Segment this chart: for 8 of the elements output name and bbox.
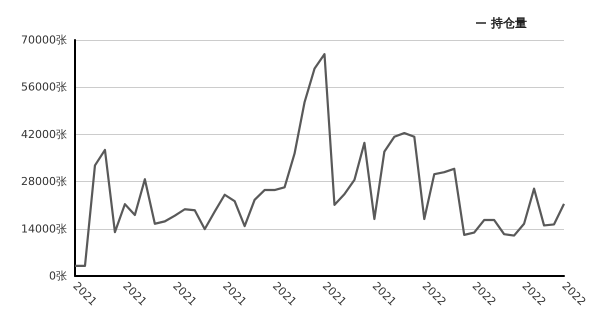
line-series (74, 53, 566, 267)
y-tick-label: 42000张 (21, 128, 67, 141)
y-tick-label: 56000张 (21, 80, 67, 94)
y-tick-label: 14000张 (21, 222, 67, 236)
y-tick-label: 28000张 (21, 175, 67, 188)
y-tick-label: 70000张 (21, 34, 67, 46)
legend-label: 持仓量 (490, 16, 527, 30)
y-tick-label: 0张 (49, 270, 67, 282)
